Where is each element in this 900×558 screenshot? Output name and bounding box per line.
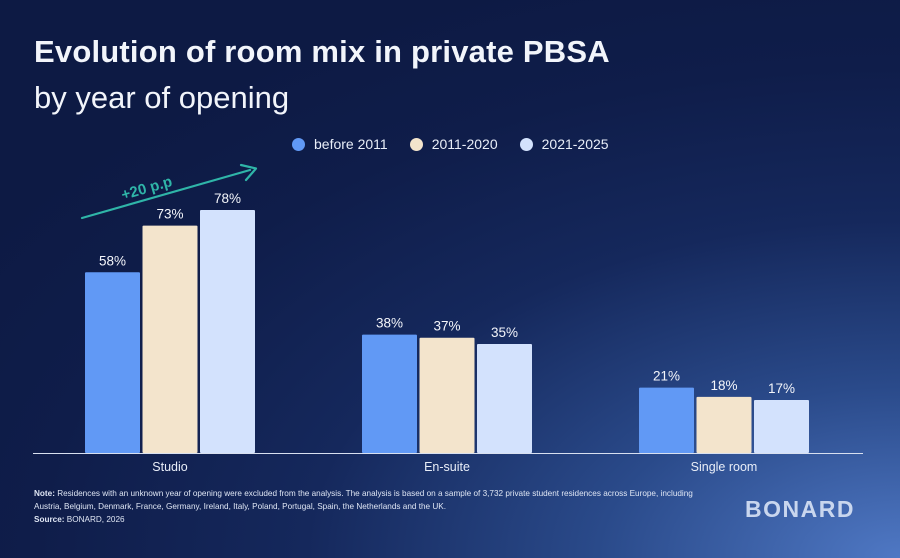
- x-tick-label: En-suite: [424, 460, 470, 474]
- bar: [696, 396, 752, 453]
- legend-swatch-2021-2025: [519, 137, 533, 151]
- annotation-arrow-line: [80, 168, 252, 220]
- bar: [142, 225, 198, 453]
- footnote: Note: Residences with an unknown year of…: [34, 487, 694, 526]
- annotation-arrowhead: [239, 163, 258, 182]
- bar: [362, 334, 417, 453]
- legend-item-2011-2020: 2011-2020: [409, 136, 498, 152]
- legend-label: 2011-2020: [431, 136, 498, 152]
- bar: [477, 343, 532, 453]
- data-label: 73%: [156, 207, 183, 222]
- data-label: 18%: [710, 378, 737, 393]
- legend: before 2011 2011-2020 2021-2025: [292, 136, 609, 152]
- data-label: 17%: [768, 381, 795, 396]
- bar: [200, 210, 255, 453]
- legend-swatch-before-2011: [292, 137, 305, 151]
- bar: [85, 272, 140, 453]
- note-text: Residences with an unknown year of openi…: [34, 489, 693, 511]
- data-label: 58%: [99, 253, 126, 268]
- chart-subtitle: by year of opening: [34, 80, 290, 115]
- legend-item-2021-2025: 2021-2025: [519, 136, 609, 152]
- bar: [419, 337, 475, 453]
- source-text: BONARD, 2026: [64, 515, 125, 524]
- bonard-logo: BONARD: [745, 496, 855, 522]
- data-label: 78%: [214, 191, 241, 206]
- source-label: Source:: [34, 515, 65, 524]
- source-line: Source: BONARD, 2026: [34, 513, 694, 526]
- x-tick-label: Studio: [152, 460, 187, 474]
- data-label: 21%: [653, 369, 680, 384]
- legend-swatch-2011-2020: [409, 137, 423, 151]
- data-label: 38%: [376, 316, 403, 331]
- note-label: Note:: [34, 489, 55, 498]
- legend-label: before 2011: [314, 136, 388, 152]
- legend-item-before-2011: before 2011: [292, 136, 388, 152]
- chart-title: Evolution of room mix in private PBSA: [34, 34, 610, 69]
- data-label: 37%: [433, 319, 460, 334]
- data-label: 35%: [491, 325, 518, 340]
- note-line: Note: Residences with an unknown year of…: [34, 487, 694, 513]
- x-tick-label: Single room: [691, 460, 758, 474]
- bar: [754, 400, 809, 453]
- bar: [639, 387, 694, 453]
- legend-label: 2021-2025: [541, 136, 609, 152]
